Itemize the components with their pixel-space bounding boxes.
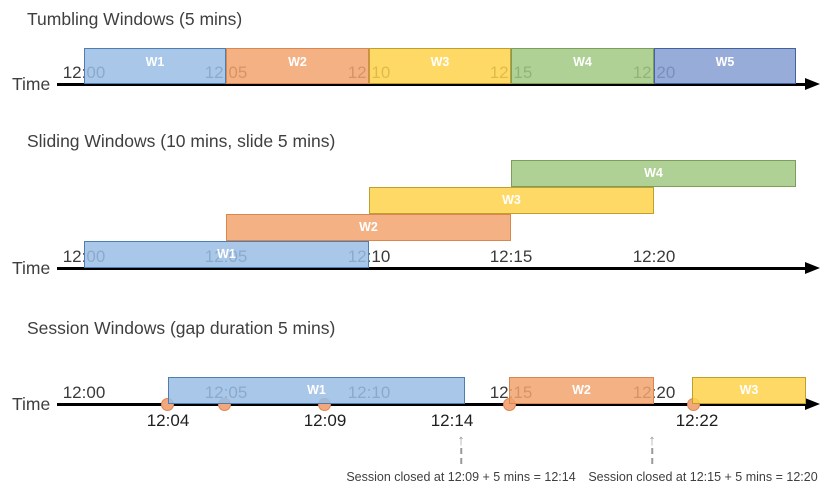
window-label: W1: [307, 383, 326, 397]
annotation-arrow-icon: ↑: [457, 432, 465, 464]
window-bar-w2: [226, 48, 369, 84]
window-bar-w3: [369, 187, 654, 214]
window-bar-w1: [84, 48, 226, 84]
time-axis-label: Time: [12, 258, 51, 278]
event-time-label: 12:22: [675, 411, 719, 430]
window-bar-w1: [168, 377, 465, 404]
tick-label: 12:20: [632, 247, 676, 266]
section-title-session: Session Windows (gap duration 5 mins): [27, 318, 336, 338]
time-axis-label: Time: [12, 394, 51, 414]
window-bar-w4: [511, 160, 796, 187]
dashed-line: [460, 448, 462, 464]
window-label: W5: [715, 55, 735, 69]
tick-label: 12:00: [62, 383, 106, 402]
event-time-label: 12:14: [430, 411, 474, 430]
time-axis: [57, 403, 808, 406]
window-label: W3: [430, 55, 450, 69]
axis-arrowhead-icon: [805, 78, 820, 90]
arrow-up-icon: ↑: [457, 432, 465, 449]
axis-arrowhead-icon: [805, 262, 820, 274]
time-axis: [57, 83, 808, 86]
time-axis: [57, 267, 808, 270]
window-bar-w2: [509, 377, 654, 404]
time-axis-label: Time: [12, 74, 51, 94]
window-label: W1: [145, 55, 165, 69]
axis-arrowhead-icon: [805, 398, 820, 410]
arrow-up-icon: ↑: [648, 432, 656, 449]
window-label: W2: [288, 55, 307, 69]
window-bar-w3: [369, 48, 511, 84]
session-closed-caption: Session closed at 12:15 + 5 mins = 12:20: [588, 470, 818, 484]
tick-label: 12:15: [489, 247, 533, 266]
annotation-arrow-icon: ↑: [648, 432, 656, 464]
window-label: W3: [739, 383, 759, 397]
window-label: W3: [502, 193, 521, 207]
window-label: W4: [644, 166, 663, 180]
section-title-tumbling: Tumbling Windows (5 mins): [27, 9, 243, 29]
window-bar-w5: [654, 48, 796, 84]
window-bar-w3: [692, 377, 806, 404]
window-label: W2: [572, 383, 591, 397]
window-label: W1: [217, 247, 236, 261]
window-label: W4: [573, 55, 592, 69]
session-closed-caption: Session closed at 12:09 + 5 mins = 12:14: [346, 470, 576, 484]
window-label: W2: [359, 220, 378, 234]
window-bar-w4: [511, 48, 654, 84]
event-time-label: 12:09: [303, 411, 347, 430]
section-title-sliding: Sliding Windows (10 mins, slide 5 mins): [27, 131, 336, 151]
event-time-label: 12:04: [146, 411, 190, 430]
window-bar-w2: [226, 214, 511, 241]
window-bar-w1: [84, 241, 369, 268]
dashed-line: [651, 448, 653, 464]
